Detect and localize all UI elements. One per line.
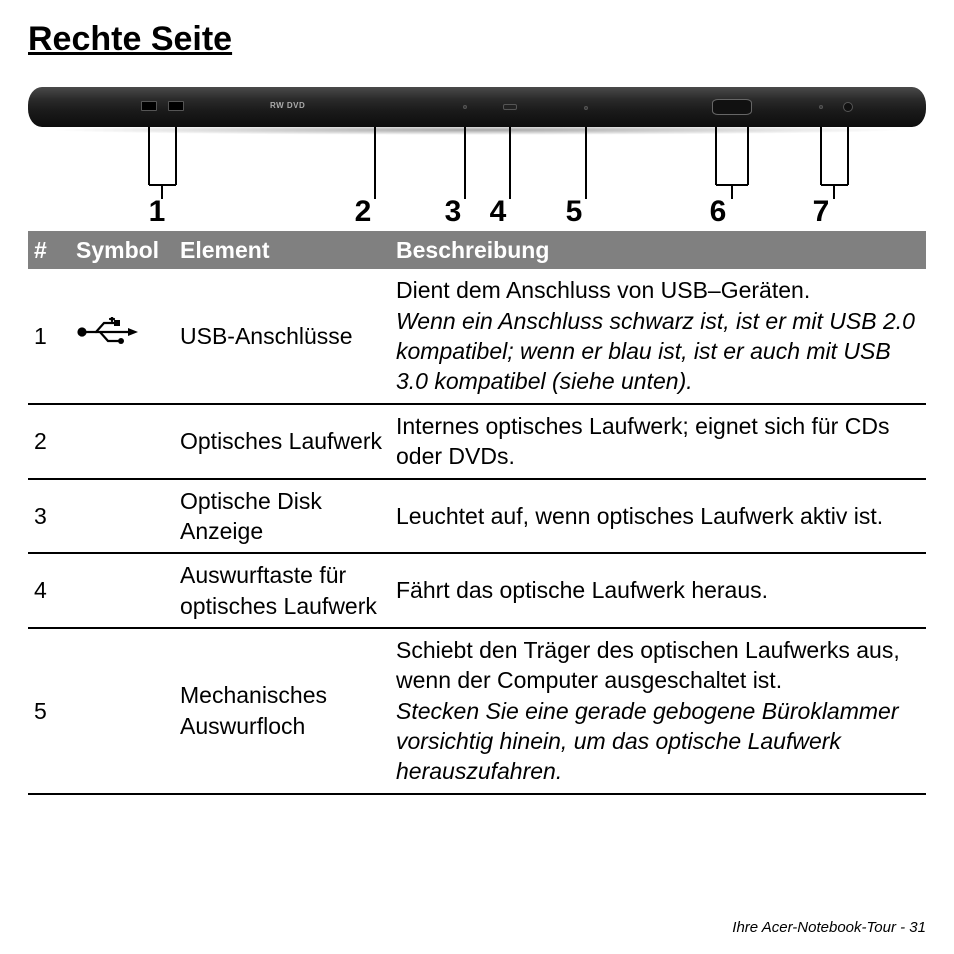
vga-port	[712, 99, 752, 115]
usb-port-2	[168, 101, 184, 111]
cell-symbol	[70, 479, 174, 554]
callout-label-1: 1	[145, 195, 169, 229]
callout-label-5: 5	[562, 195, 586, 229]
callout-label-3: 3	[441, 195, 465, 229]
cell-element: Auswurftaste für optisches Laufwerk	[174, 553, 390, 628]
table-row: 4 Auswurftaste für optisches LaufwerkFähr…	[28, 553, 926, 628]
cell-description: Schiebt den Träger des optischen Laufwer…	[390, 628, 926, 794]
callout-label-2: 2	[351, 195, 375, 229]
callout-label-6: 6	[706, 195, 730, 229]
cell-description: Internes optisches Laufwerk; eignet sich…	[390, 404, 926, 479]
desc-plain: Leuchtet auf, wenn optisches Laufwerk ak…	[396, 503, 883, 529]
cell-num: 4	[28, 553, 70, 628]
cell-num: 3	[28, 479, 70, 554]
cell-element: USB-Anschlüsse	[174, 269, 390, 403]
cell-num: 5	[28, 628, 70, 794]
desc-plain: Fährt das optische Laufwerk heraus.	[396, 577, 768, 603]
cell-element: Optisches Laufwerk	[174, 404, 390, 479]
laptop-diagram: RW DVD 1234567	[28, 73, 926, 221]
cell-element: Mechanisches Auswurfloch	[174, 628, 390, 794]
usb-port-1	[141, 101, 157, 111]
callout-label-7: 7	[809, 195, 833, 229]
cell-description: Fährt das optische Laufwerk heraus.	[390, 553, 926, 628]
cell-symbol	[70, 404, 174, 479]
dvd-label: RW DVD	[270, 101, 305, 110]
cell-description: Dient dem Anschluss von USB–Geräten. Wenn…	[390, 269, 926, 403]
table-row: 1 USB-AnschlüsseDient dem Anschluss von U…	[28, 269, 926, 403]
lock-slot	[819, 105, 823, 109]
desc-plain: Dient dem Anschluss von USB–Geräten.	[396, 277, 810, 303]
cell-symbol	[70, 553, 174, 628]
header-element: Element	[174, 231, 390, 269]
cell-symbol	[70, 628, 174, 794]
description-table: # Symbol Element Beschreibung 1 USB-Ansch…	[28, 231, 926, 795]
desc-plain: Schiebt den Träger des optischen Laufwer…	[396, 637, 900, 693]
eject-hole	[584, 106, 588, 110]
table-body: 1 USB-AnschlüsseDient dem Anschluss von U…	[28, 269, 926, 793]
header-num: #	[28, 231, 70, 269]
table-row: 5 Mechanisches AuswurflochSchiebt den Trä…	[28, 628, 926, 794]
table-row: 3 Optische Disk AnzeigeLeuchtet auf, wenn…	[28, 479, 926, 554]
cell-symbol	[70, 269, 174, 403]
callout-label-4: 4	[486, 195, 510, 229]
page-footer: Ihre Acer-Notebook-Tour - 31	[732, 919, 926, 936]
optical-led	[463, 105, 467, 109]
table-row: 2 Optisches LaufwerkInternes optisches La…	[28, 404, 926, 479]
desc-plain: Internes optisches Laufwerk; eignet sich…	[396, 413, 889, 469]
header-symbol: Symbol	[70, 231, 174, 269]
page-title: Rechte Seite	[28, 20, 926, 59]
cell-num: 1	[28, 269, 70, 403]
cell-num: 2	[28, 404, 70, 479]
desc-italic: Wenn ein Anschluss schwarz ist, ist er m…	[396, 308, 915, 395]
table-header-row: # Symbol Element Beschreibung	[28, 231, 926, 269]
cell-element: Optische Disk Anzeige	[174, 479, 390, 554]
audio-jack	[843, 102, 853, 112]
eject-button	[503, 104, 517, 110]
desc-italic: Stecken Sie eine gerade gebogene Bürokla…	[396, 698, 899, 785]
cell-description: Leuchtet auf, wenn optisches Laufwerk ak…	[390, 479, 926, 554]
header-description: Beschreibung	[390, 231, 926, 269]
laptop-body	[28, 87, 926, 127]
usb-icon	[76, 317, 140, 354]
